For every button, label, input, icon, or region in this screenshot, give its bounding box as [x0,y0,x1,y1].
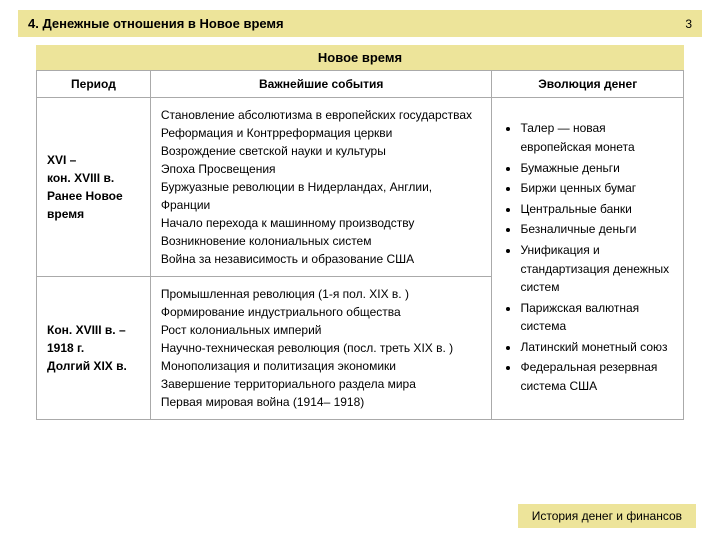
period-line: XVI – [47,151,140,169]
cell-period-1: Кон. XVIII в. – 1918 г. Долгий XIX в. [37,277,151,420]
period-line: Ранее Новое время [47,187,140,223]
title-bar: 4. Денежные отношения в Новое время 3 [18,10,702,37]
event-line: Монополизация и политизация экономики [161,357,482,375]
evolution-bullet: Центральные банки [520,200,673,219]
page-number: 3 [685,17,692,31]
evolution-bullet: Безналичные деньги [520,220,673,239]
event-line: Реформация и Контрреформация церкви [161,124,482,142]
evolution-bullet: Талер — новая европейская монета [520,119,673,156]
col-evolution: Эволюция денег [492,71,684,98]
event-line: Рост колониальных империй [161,321,482,339]
evolution-bullet: Латинский монетный союз [520,338,673,357]
period-line: Кон. XVIII в. – 1918 г. [47,321,140,357]
event-line: Становление абсолютизма в европейских го… [161,106,482,124]
event-line: Начало перехода к машинному производству [161,214,482,232]
evolution-list: Талер — новая европейская монета Бумажны… [502,119,673,395]
period-line: кон. XVIII в. [47,169,140,187]
slide-page: 4. Денежные отношения в Новое время 3 Но… [0,0,720,540]
event-line: Формирование индустриального общества [161,303,482,321]
cell-period-0: XVI – кон. XVIII в. Ранее Новое время [37,98,151,277]
evolution-bullet: Бумажные деньги [520,159,673,178]
cell-events-1: Промышленная революция (1-я пол. XIX в. … [150,277,492,420]
cell-evolution: Талер — новая европейская монета Бумажны… [492,98,684,420]
evolution-bullet: Биржи ценных бумаг [520,179,673,198]
col-events: Важнейшие события [150,71,492,98]
main-table: Период Важнейшие события Эволюция денег … [36,70,684,420]
period-line: Долгий XIX в. [47,357,140,375]
event-line: Эпоха Просвещения [161,160,482,178]
table-header-row: Период Важнейшие события Эволюция денег [37,71,684,98]
event-line: Буржуазные революции в Нидерландах, Англ… [161,178,482,214]
event-line: Научно-техническая революция (посл. трет… [161,339,482,357]
event-line: Возникновение колониальных систем [161,232,482,250]
evolution-bullet: Унификация и стандартизация денежных сис… [520,241,673,297]
main-table-wrap: Период Важнейшие события Эволюция денег … [36,70,684,420]
footer-label: История денег и финансов [518,504,696,528]
col-period: Период [37,71,151,98]
event-line: Первая мировая война (1914– 1918) [161,393,482,411]
event-line: Возрождение светской науки и культуры [161,142,482,160]
table-body: XVI – кон. XVIII в. Ранее Новое время Ст… [37,98,684,420]
event-line: Война за независимость и образование США [161,250,482,268]
evolution-bullet: Парижская валютная система [520,299,673,336]
slide-title: 4. Денежные отношения в Новое время [28,16,284,31]
event-line: Промышленная революция (1-я пол. XIX в. … [161,285,482,303]
evolution-bullet: Федеральная резервная система США [520,358,673,395]
event-line: Завершение территориального раздела мира [161,375,482,393]
section-title: Новое время [36,45,684,70]
table-row: XVI – кон. XVIII в. Ранее Новое время Ст… [37,98,684,277]
cell-events-0: Становление абсолютизма в европейских го… [150,98,492,277]
